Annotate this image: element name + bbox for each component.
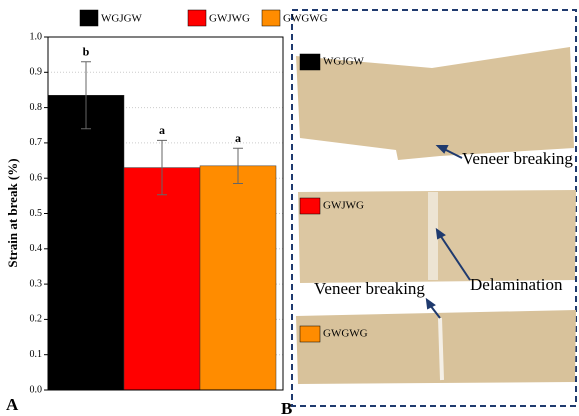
bar <box>47 94 125 391</box>
sample-label: GWJWG <box>323 200 364 212</box>
bar <box>123 167 201 391</box>
legend-label: GWJWG <box>209 13 250 25</box>
y-tick-label: 0.0 <box>30 384 43 395</box>
significance-label: b <box>83 44 90 58</box>
y-tick-label: 1.0 <box>30 31 43 42</box>
legend-label: GWGWG <box>283 13 328 25</box>
y-tick-label: 0.2 <box>30 314 43 325</box>
significance-label: a <box>159 123 165 137</box>
legend-swatch <box>187 9 207 27</box>
legend-swatch <box>261 9 281 27</box>
y-tick-label: 0.3 <box>30 278 43 289</box>
error-bar <box>81 61 91 130</box>
panel-label: A <box>6 395 19 414</box>
photo-border <box>291 9 577 407</box>
arrows <box>425 145 471 319</box>
y-tick-label: 0.9 <box>30 67 43 78</box>
legend-swatch <box>79 9 99 27</box>
y-tick-label: 0.8 <box>30 102 43 113</box>
significance-label: a <box>235 131 241 145</box>
sample-label: GWGWG <box>323 328 368 340</box>
y-tick-label: 0.4 <box>30 243 43 254</box>
y-axis-label: Strain at break (%) <box>5 158 20 267</box>
sample-swatch <box>299 325 321 343</box>
y-tick-label: 0.6 <box>30 172 43 183</box>
panel-label: B <box>281 399 292 416</box>
error-bar <box>157 139 167 196</box>
y-tick-label: 0.5 <box>30 208 43 219</box>
annotation: Veneer breaking <box>462 149 573 168</box>
sample-swatch <box>299 53 321 71</box>
annotation: Delamination <box>470 275 563 294</box>
sample-label: WGJGW <box>323 56 365 68</box>
bar <box>199 165 277 391</box>
sample-swatch <box>299 197 321 215</box>
y-tick-label: 0.1 <box>30 349 43 360</box>
error-bar <box>233 147 243 184</box>
plot-frame <box>47 36 284 391</box>
legend-label: WGJGW <box>101 13 143 25</box>
y-tick-label: 0.7 <box>30 137 43 148</box>
annotation: Veneer breaking <box>314 279 425 298</box>
